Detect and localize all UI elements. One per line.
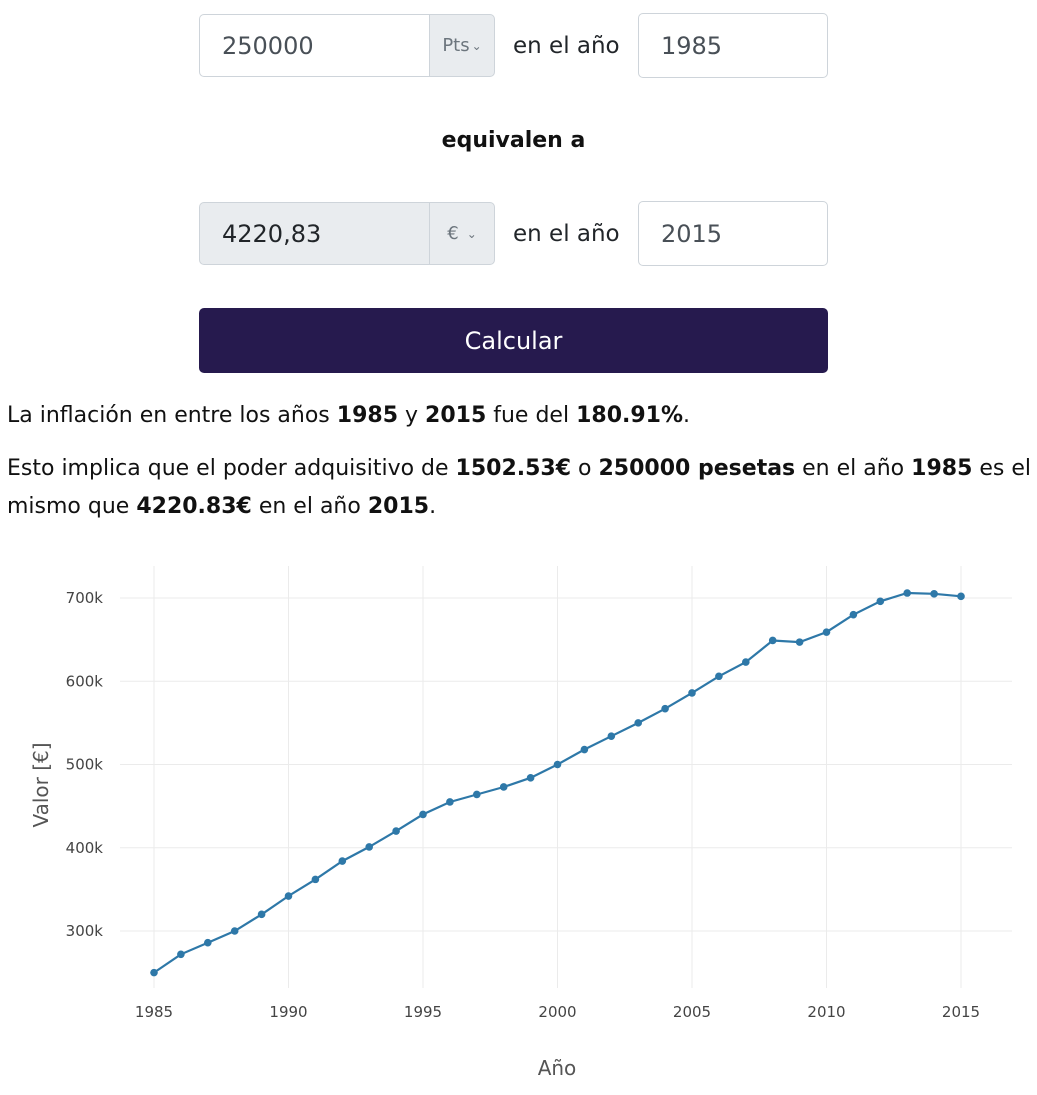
inflation-result: La inflación en entre los años 1985 y 20… bbox=[7, 397, 1032, 435]
data-point bbox=[526, 774, 535, 782]
result-text: es el mismo que bbox=[7, 456, 1032, 519]
year-to-input[interactable] bbox=[638, 201, 828, 266]
data-point bbox=[661, 704, 669, 713]
equivalen-label: equivalen a bbox=[441, 128, 586, 153]
result-eur-from: 1502.53€ bbox=[455, 456, 572, 481]
x-tick-label: 1990 bbox=[269, 1003, 307, 1021]
data-point bbox=[419, 810, 427, 819]
data-point bbox=[499, 783, 508, 791]
amount-from-input[interactable] bbox=[199, 14, 429, 77]
result-text: fue del bbox=[486, 403, 577, 428]
data-point bbox=[284, 892, 293, 900]
x-tick-label: 2010 bbox=[807, 1003, 845, 1021]
y-tick-label: 300k bbox=[66, 922, 104, 940]
data-point bbox=[365, 843, 374, 851]
x-tick-label: 1995 bbox=[404, 1003, 442, 1021]
y-tick-label: 700k bbox=[66, 589, 104, 607]
result-text: . bbox=[429, 494, 437, 519]
data-point bbox=[768, 636, 777, 645]
x-tick-label: 2015 bbox=[942, 1003, 980, 1021]
x-tick-label: 2000 bbox=[538, 1003, 576, 1021]
y-axis-title: Valor [€] bbox=[29, 742, 53, 827]
from-row: Pts ⌄ en el año bbox=[199, 13, 828, 78]
result-pesetas: 250000 pesetas bbox=[598, 456, 796, 481]
amount-from-group: Pts ⌄ bbox=[199, 14, 495, 77]
result-inflation-pct: 180.91% bbox=[576, 403, 684, 428]
data-point bbox=[204, 938, 212, 947]
result-text: . bbox=[683, 403, 691, 428]
to-row: € ⌄ en el año bbox=[199, 201, 828, 266]
data-point bbox=[822, 628, 831, 636]
result-year-from: 1985 bbox=[336, 403, 398, 428]
result-year-from: 1985 bbox=[911, 456, 973, 481]
data-point bbox=[930, 590, 938, 598]
data-point bbox=[230, 927, 239, 935]
year-from-input[interactable] bbox=[638, 13, 828, 78]
currency-from-label: Pts bbox=[442, 35, 470, 56]
data-point bbox=[150, 968, 158, 977]
result-text: La inflación en entre los años bbox=[7, 403, 337, 428]
y-tick-label: 400k bbox=[66, 839, 104, 857]
data-point bbox=[715, 672, 723, 681]
result-year-to: 2015 bbox=[367, 494, 430, 519]
y-tick-label: 600k bbox=[66, 672, 104, 690]
data-point bbox=[849, 610, 858, 619]
data-point bbox=[957, 592, 965, 601]
data-point bbox=[338, 857, 347, 865]
result-text: en el año bbox=[251, 494, 368, 519]
calculate-button[interactable]: Calcular bbox=[199, 308, 828, 373]
data-point bbox=[473, 790, 481, 799]
currency-from-select[interactable]: Pts ⌄ bbox=[429, 14, 495, 77]
result-eur-to: 4220.83€ bbox=[136, 494, 252, 519]
data-point bbox=[580, 745, 589, 754]
x-axis-title: Año bbox=[538, 1056, 577, 1080]
result-text: o bbox=[571, 456, 599, 481]
year-from-label: en el año bbox=[513, 32, 620, 59]
amount-to-output bbox=[199, 202, 429, 265]
data-point bbox=[876, 597, 885, 606]
result-text: en el año bbox=[795, 456, 912, 481]
result-year-to: 2015 bbox=[425, 403, 487, 428]
purchasing-power-result: Esto implica que el poder adquisitivo de… bbox=[7, 450, 1032, 526]
x-tick-label: 2005 bbox=[673, 1003, 711, 1021]
chevron-down-icon: ⌄ bbox=[466, 226, 477, 241]
data-point bbox=[903, 589, 911, 597]
data-point bbox=[607, 732, 616, 740]
data-point bbox=[742, 658, 750, 666]
data-point bbox=[392, 827, 400, 835]
y-tick-label: 500k bbox=[66, 756, 104, 774]
data-point bbox=[634, 719, 642, 727]
result-text: Esto implica que el poder adquisitivo de bbox=[7, 456, 456, 481]
amount-to-group: € ⌄ bbox=[199, 202, 495, 265]
result-text: y bbox=[398, 403, 426, 428]
data-point bbox=[257, 910, 266, 919]
currency-to-select[interactable]: € ⌄ bbox=[429, 202, 495, 265]
currency-to-label: € bbox=[447, 223, 459, 244]
data-point bbox=[311, 875, 320, 884]
data-point bbox=[446, 798, 454, 806]
chevron-down-icon: ⌄ bbox=[471, 38, 482, 53]
x-tick-label: 1985 bbox=[135, 1003, 173, 1021]
value-line-chart: 300k 400k 500k 600k 700k 1985 1990 1995 2000 2005… bbox=[29, 566, 1012, 1080]
data-point bbox=[177, 950, 185, 959]
data-point bbox=[688, 689, 696, 697]
year-to-label: en el año bbox=[513, 220, 620, 247]
data-point bbox=[553, 760, 562, 769]
data-point bbox=[795, 638, 804, 646]
